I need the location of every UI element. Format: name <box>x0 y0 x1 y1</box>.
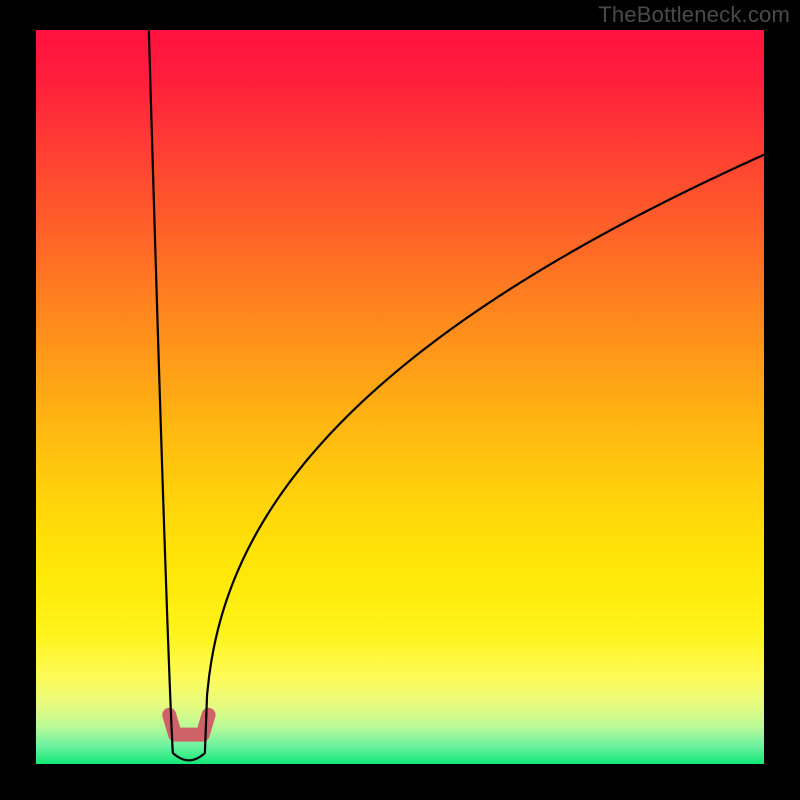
bottleneck-chart <box>0 0 800 800</box>
watermark-text: TheBottleneck.com <box>598 2 790 28</box>
chart-stage: TheBottleneck.com <box>0 0 800 800</box>
plot-background-gradient <box>36 30 764 764</box>
